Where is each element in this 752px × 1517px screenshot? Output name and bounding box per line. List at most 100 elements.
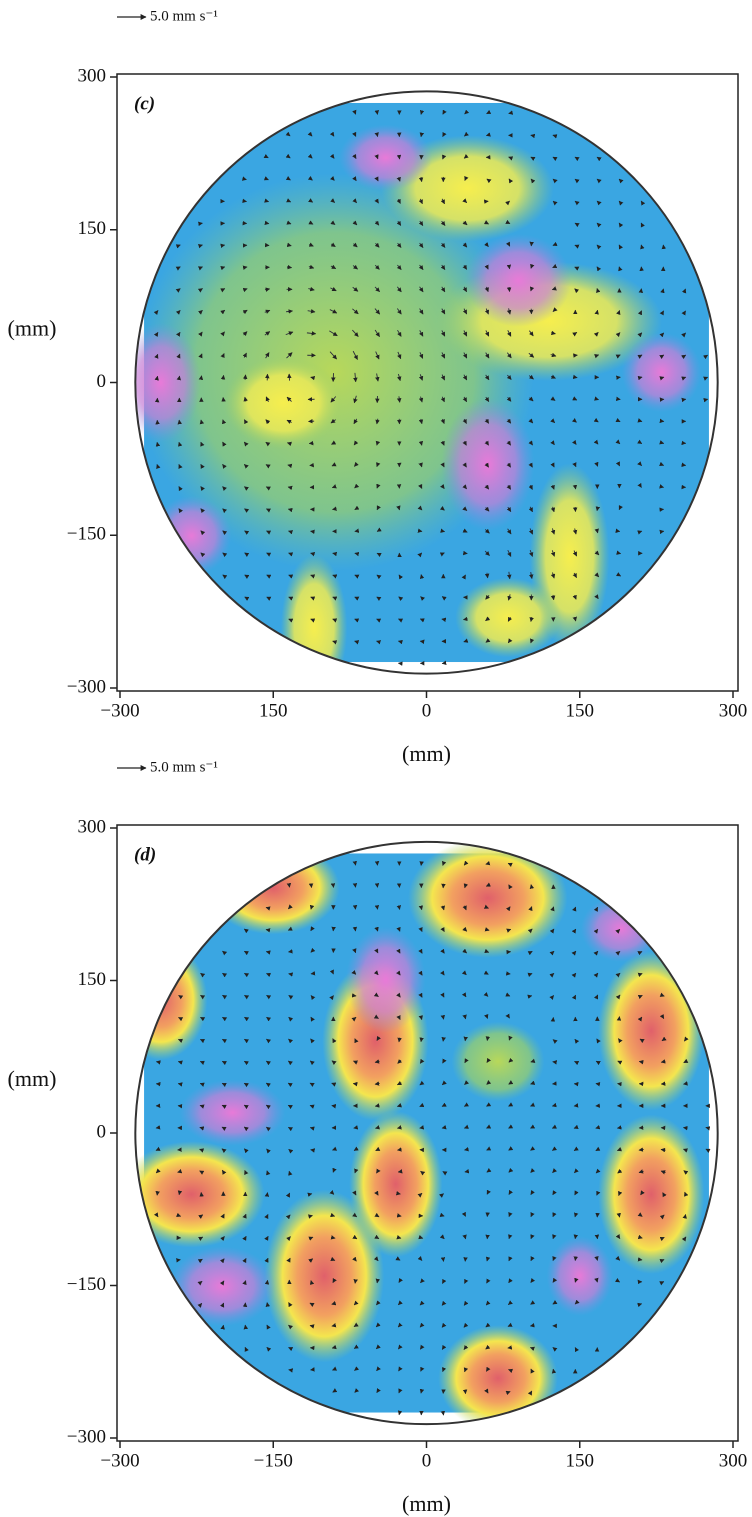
- flow-arrow: [440, 198, 445, 205]
- flow-arrow: [219, 1258, 225, 1264]
- y-axis-label: (mm): [8, 1066, 57, 1091]
- flow-arrow: [308, 286, 315, 292]
- flow-arrow: [528, 906, 533, 912]
- flow-arrow: [419, 1322, 425, 1328]
- flow-arrow: [419, 1058, 425, 1064]
- flow-arrow: [332, 1038, 337, 1044]
- flow-arrow: [308, 242, 314, 247]
- panel-label: (c): [134, 93, 155, 114]
- flow-arrow: [198, 1236, 204, 1241]
- flow-arrow: [332, 596, 338, 601]
- x-tick-label: −300: [100, 700, 139, 721]
- flow-arrow: [242, 287, 248, 293]
- flow-arrow: [200, 1016, 206, 1022]
- flow-arrow: [397, 329, 402, 337]
- flow-arrow: [309, 904, 315, 910]
- flow-arrow: [397, 1059, 403, 1064]
- flow-arrow: [286, 264, 293, 270]
- flow-arrow: [618, 1190, 623, 1196]
- flow-arrow: [222, 574, 228, 580]
- flow-arrow: [485, 860, 491, 866]
- flow-arrow: [572, 906, 577, 912]
- flow-arrow: [178, 441, 183, 447]
- flow-arrow: [442, 109, 447, 115]
- flow-arrow: [308, 1258, 314, 1263]
- flow-arrow: [352, 1081, 358, 1087]
- flow-arrow: [266, 1016, 272, 1022]
- flow-arrow: [376, 483, 381, 489]
- flow-arrow: [330, 1235, 336, 1240]
- flow-arrow: [595, 506, 601, 512]
- flow-arrow: [156, 464, 161, 470]
- flow-arrow: [243, 1060, 249, 1066]
- flow-arrow: [397, 1125, 402, 1130]
- flow-arrow: [485, 1300, 491, 1306]
- flow-arrow: [175, 288, 181, 293]
- flow-arrow: [329, 351, 337, 360]
- flow-arrow: [243, 1126, 249, 1132]
- flow-arrow: [572, 374, 578, 380]
- flow-arrow: [419, 1388, 425, 1394]
- flow-arrow: [398, 618, 404, 623]
- flow-arrow: [417, 1255, 423, 1261]
- flow-arrow: [464, 1278, 469, 1284]
- flow-arrow: [375, 1322, 381, 1328]
- color-blob: [441, 397, 535, 531]
- flow-arrow: [440, 440, 445, 446]
- flow-arrow: [462, 352, 468, 359]
- flow-arrow: [550, 528, 556, 535]
- flow-arrow: [219, 1280, 225, 1286]
- flow-arrow: [574, 1061, 580, 1066]
- flow-arrow: [419, 308, 424, 315]
- flow-arrow: [419, 618, 425, 623]
- flow-arrow: [550, 594, 556, 601]
- color-blob: [349, 1111, 443, 1258]
- flow-arrow: [440, 418, 445, 425]
- flow-arrow: [417, 552, 423, 558]
- flow-arrow: [483, 970, 489, 975]
- flow-arrow: [463, 1367, 469, 1373]
- flow-arrow: [308, 264, 315, 269]
- flow-arrow: [462, 462, 467, 468]
- flow-arrow: [285, 1192, 291, 1198]
- flow-arrow: [266, 1347, 272, 1352]
- flow-arrow: [418, 374, 424, 381]
- flow-arrow: [550, 374, 556, 379]
- flow-arrow: [220, 1302, 225, 1308]
- flow-arrow: [508, 178, 514, 184]
- flow-arrow: [265, 1104, 271, 1110]
- flow-arrow: [353, 1322, 359, 1328]
- flow-arrow: [374, 1190, 379, 1196]
- flow-arrow: [244, 1148, 249, 1154]
- flow-arrow: [352, 1234, 358, 1240]
- flow-arrow: [220, 331, 225, 337]
- flow-arrow: [265, 441, 271, 447]
- flow-arrow: [483, 904, 489, 909]
- flow-arrow: [332, 1388, 338, 1393]
- flow-arrow: [330, 286, 337, 292]
- flow-arrow: [242, 331, 248, 337]
- flow-arrow: [462, 905, 467, 911]
- flow-arrow: [464, 1080, 469, 1085]
- flow-arrow: [528, 506, 533, 513]
- flow-arrow: [572, 594, 577, 600]
- flow-arrow: [418, 1234, 424, 1240]
- flow-arrow: [550, 550, 556, 557]
- flow-arrow: [659, 332, 665, 338]
- flow-arrow: [484, 242, 489, 247]
- flow-arrow: [593, 439, 599, 445]
- flow-arrow: [222, 950, 228, 956]
- flow-arrow: [352, 329, 359, 337]
- flow-arrow: [596, 1190, 601, 1196]
- flow-arrow: [571, 418, 577, 423]
- flow-arrow: [508, 1212, 513, 1218]
- flow-arrow: [175, 266, 181, 271]
- flow-arrow: [308, 220, 314, 225]
- flow-arrow: [398, 1388, 403, 1394]
- flow-arrow: [374, 1212, 380, 1218]
- flow-arrow: [264, 352, 270, 359]
- flow-arrow: [441, 1300, 447, 1306]
- flow-arrow: [331, 1323, 337, 1328]
- flow-arrow: [571, 950, 577, 956]
- flow-arrow: [396, 1014, 401, 1020]
